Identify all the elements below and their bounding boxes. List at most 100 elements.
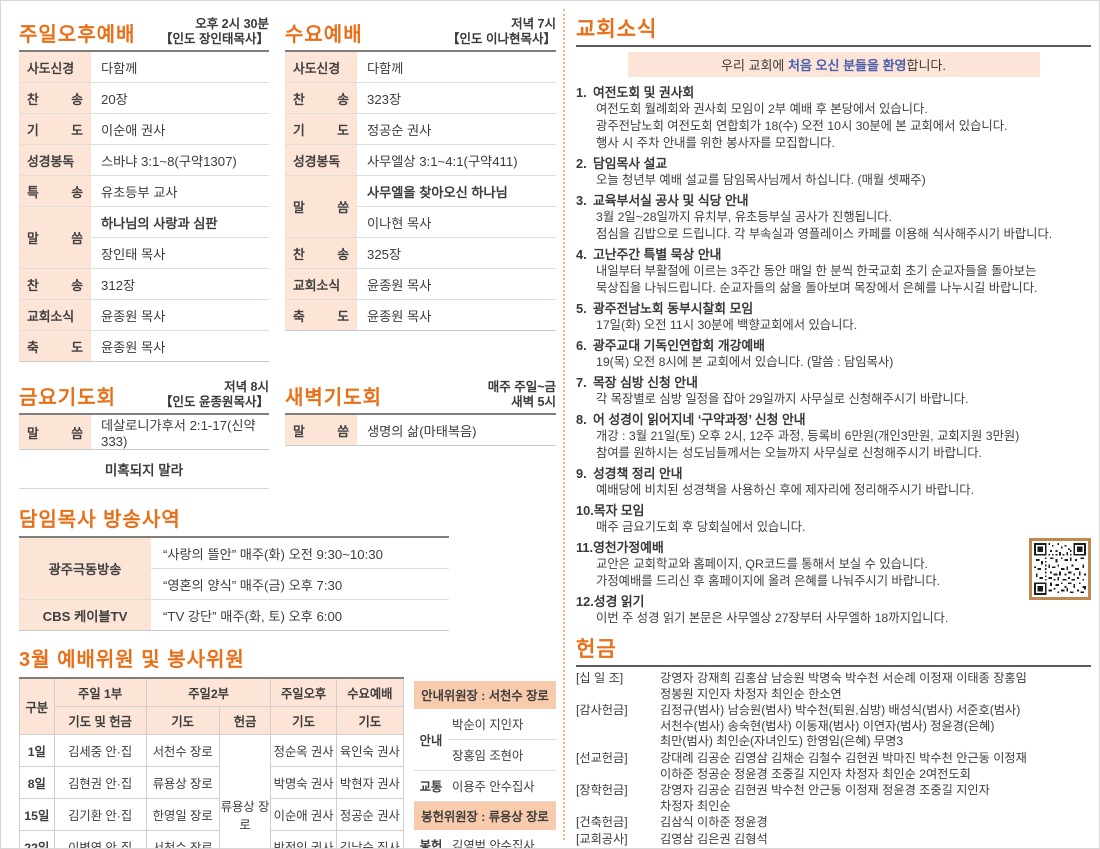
news-item-number: 4. (576, 247, 587, 262)
news-item-title: 광주교대 기독인연합회 개강예배 (593, 338, 765, 353)
row-label: 찬 송 (285, 83, 357, 113)
row-label: 찬 송 (19, 83, 91, 113)
cell: 류용상 장로 (145, 766, 220, 799)
row-label: 찬 송 (19, 269, 91, 299)
offering-entry: [감사헌금] 김정규(범사) 남승원(범사) 박수천(퇴원,심방) 배성식(범사… (576, 703, 1091, 750)
col-header: 주일 1부 (53, 677, 147, 707)
welcome-text: 합니다. (906, 58, 947, 73)
cell: 김현권 안·집 (53, 766, 147, 799)
offering-type: [감사헌금] (576, 703, 628, 718)
section-sunday-afternoon-worship: 주일오후예배 오후 2시 30분 【인도 장인태목사】 사도신경 다함께 (19, 11, 269, 362)
row-label: 말 씀 (285, 415, 357, 445)
row-label: 성경봉독 (285, 145, 357, 175)
row-label: 찬 송 (285, 238, 357, 268)
offering-type: [선교헌금] (576, 750, 628, 765)
news-item: 9. 성경책 정리 안내 예배당에 비치된 성경책을 사용하신 후에 제자리에 … (576, 465, 1091, 499)
offering-names: 정봉원 지인자 차정자 최인순 한소연 (660, 686, 842, 701)
news-item: 6. 광주교대 기독인연합회 개강예배 19(목) 오전 8시에 본 교회에서 … (576, 337, 1091, 371)
sermon-title: 사무엘을 찾아오신 하나님 (367, 184, 508, 200)
news-item-title: 고난주간 특별 묵상 안내 (593, 247, 722, 262)
offering-names: 차정자 최인순 (660, 798, 731, 813)
service-row: 축 도 윤종원 목사 (19, 330, 269, 361)
col-header: 주일오후 (270, 677, 337, 707)
service-time: 매주 주일~금 새벽 5시 (487, 380, 556, 409)
news-item-number: 12. (576, 594, 594, 609)
news-item-number: 5. (576, 301, 587, 316)
cell: 김남숙 집사 (335, 830, 405, 848)
offering-type: [건축헌금] (576, 815, 628, 830)
row-value: 윤종원 목사 (101, 308, 166, 324)
row-label: 봉헌 (419, 839, 443, 849)
news-line: 참여를 원하시는 성도님들께서는 오늘까지 사무실로 신청해주시기 바랍니다. (596, 446, 982, 460)
row-label: 교회소식 (19, 300, 91, 330)
news-line: 19(목) 오전 8시에 본 교회에서 있습니다. (말씀 : 담임목사) (596, 355, 894, 369)
left-column: 주일오후예배 오후 2시 30분 【인도 장인태목사】 사도신경 다함께 (19, 11, 556, 849)
day-cell: 15일 (19, 798, 55, 831)
cell: 육인숙 권사 (335, 734, 405, 767)
service-time: 저녁 7시 (511, 17, 556, 31)
section-title: 담임목사 방송사역 (19, 509, 181, 531)
service-leader: 【인도 윤종원목사】 (160, 395, 269, 409)
welcome-highlight: 처음 오신 분들을 환영 (788, 58, 907, 73)
offering-names: 강영자 강재희 김홍삼 남승원 박명숙 박수천 서순례 이정재 이태종 장홍임 (660, 671, 1027, 685)
row-label: 사도신경 (285, 52, 357, 82)
cell: 김세중 안·집 (53, 734, 147, 767)
order-of-worship-table: 말 씀 데살로니가후서 2:1-17(신약333) (19, 413, 269, 450)
table-row: 1일 김세중 안·집 서천수 장로 류용상 장로 정순옥 권사 육인숙 권사 (19, 734, 405, 848)
news-item-title: 교육부서실 공사 및 식당 안내 (593, 193, 749, 208)
row-label: 말 씀 (19, 415, 91, 449)
section-title: 새벽기도회 (285, 387, 382, 409)
offering-entry: [건축헌금] 김삼식 이하준 정윤경 (576, 815, 1091, 831)
order-of-worship-table: 말 씀 생명의 삶(마태복음) (285, 413, 556, 446)
news-item: 12. 성경 읽기 이번 주 성경 읽기 본문은 사무엘상 27장부터 사무엘하… (576, 593, 1091, 627)
row-value: 다함께 (367, 60, 404, 76)
sermon-row: 말 씀 사무엘을 찾아오신 하나님 이나현 목사 (285, 175, 556, 237)
service-row: 찬 송 312장 (19, 268, 269, 299)
news-line: 예배당에 비치된 성경책을 사용하신 후에 제자리에 정리해주시기 바랍니다. (596, 483, 975, 497)
row-label: 축 도 (19, 331, 91, 361)
service-row: 기 도 이순애 권사 (19, 113, 269, 144)
section-title: 주일오후예배 (19, 24, 136, 46)
sermon-title: 하나님의 사랑과 심판 (101, 215, 218, 231)
row-value: 323장 (367, 91, 402, 107)
news-item-title: 성경 읽기 (593, 594, 645, 609)
cell: 서천수 장로 (145, 830, 220, 848)
row-value: 다함께 (101, 60, 138, 76)
column-divider (563, 9, 565, 840)
welcome-text: 우리 교회에 (720, 58, 789, 73)
news-line: 여전도회 월례회와 권사회 모임이 2부 예배 후 본당에서 있습니다. (596, 102, 928, 116)
offering-entry: [교회공사] 김영삼 김은권 김형석 (576, 832, 1091, 848)
service-row: 교회소식 윤종원 목사 (19, 299, 269, 330)
broadcast-table: 광주극동방송 “사랑의 뜰안” 매주(화) 오전 9:30~10:30 “영혼의… (19, 536, 449, 631)
broadcast-row: 광주극동방송 “사랑의 뜰안” 매주(화) 오전 9:30~10:30 “영혼의… (19, 538, 449, 599)
news-line: 점심을 김밥으로 드립니다. 각 부속실과 영플레이스 카페를 이용해 식사해주… (596, 227, 1053, 241)
cell: 서천수 장로 (145, 734, 220, 767)
offering-type: [교회공사] (576, 831, 628, 846)
news-line: 개강 : 3월 21일(토) 오후 2시, 12주 과정, 등록비 6만원(개인… (596, 429, 1020, 443)
news-item: 10. 목자 모임 매주 금요기도회 후 당회실에서 있습니다. (576, 502, 1091, 536)
church-news-title: 교회소식 (576, 13, 1091, 47)
news-item: 7. 목장 심방 신청 안내 각 목장별로 심방 일정을 잡아 29일까지 사무… (576, 374, 1091, 408)
program: “TV 강단” 매주(화, 토) 오후 6:00 (163, 608, 343, 624)
news-line: 묵상집을 나눠드립니다. 순교자들의 삶을 돌아보며 목장에서 은혜를 나누시길… (596, 281, 1038, 295)
section-title: 금요기도회 (19, 387, 116, 409)
table-row: 22일 이병영 안·집 서천수 장로 박정임 권사 김남숙 집사 (19, 830, 405, 848)
service-row: 성경봉독 스바냐 3:1~8(구약1307) (19, 144, 269, 175)
news-item-number: 8. (576, 412, 587, 427)
news-item-title: 목자 모임 (593, 503, 645, 518)
section-title: 3월 예배위원 및 봉사위원 (19, 649, 245, 671)
guide-chair: 안내위원장 : 서천수 장로 (414, 681, 556, 709)
row-value: 윤종원 목사 (367, 277, 432, 293)
news-item-title: 성경책 정리 안내 (593, 466, 683, 481)
news-item: 8. 어 성경이 읽어지네 ‘구약과정’ 신청 안내 개강 : 3월 21일(토… (576, 411, 1091, 462)
table-row: 8일 김현권 안·집 류용상 장로 박명숙 권사 박현자 권사 (19, 766, 405, 799)
service-leader: 【인도 이나현목사】 (447, 32, 556, 46)
service-row: 말 씀 생명의 삶(마태복음) (285, 415, 556, 445)
row-label: 사도신경 (19, 52, 91, 82)
offering-chair: 봉헌위원장 : 류용상 장로 (414, 802, 556, 830)
service-row: 사도신경 다함께 (285, 52, 556, 82)
cell: 박현자 권사 (335, 766, 405, 799)
service-row: 축 도 윤종원 목사 (285, 299, 556, 330)
news-item-title: 목장 심방 신청 안내 (593, 375, 698, 390)
news-line: 행사 시 주차 안내를 위한 봉사자를 모집합니다. (596, 136, 835, 150)
